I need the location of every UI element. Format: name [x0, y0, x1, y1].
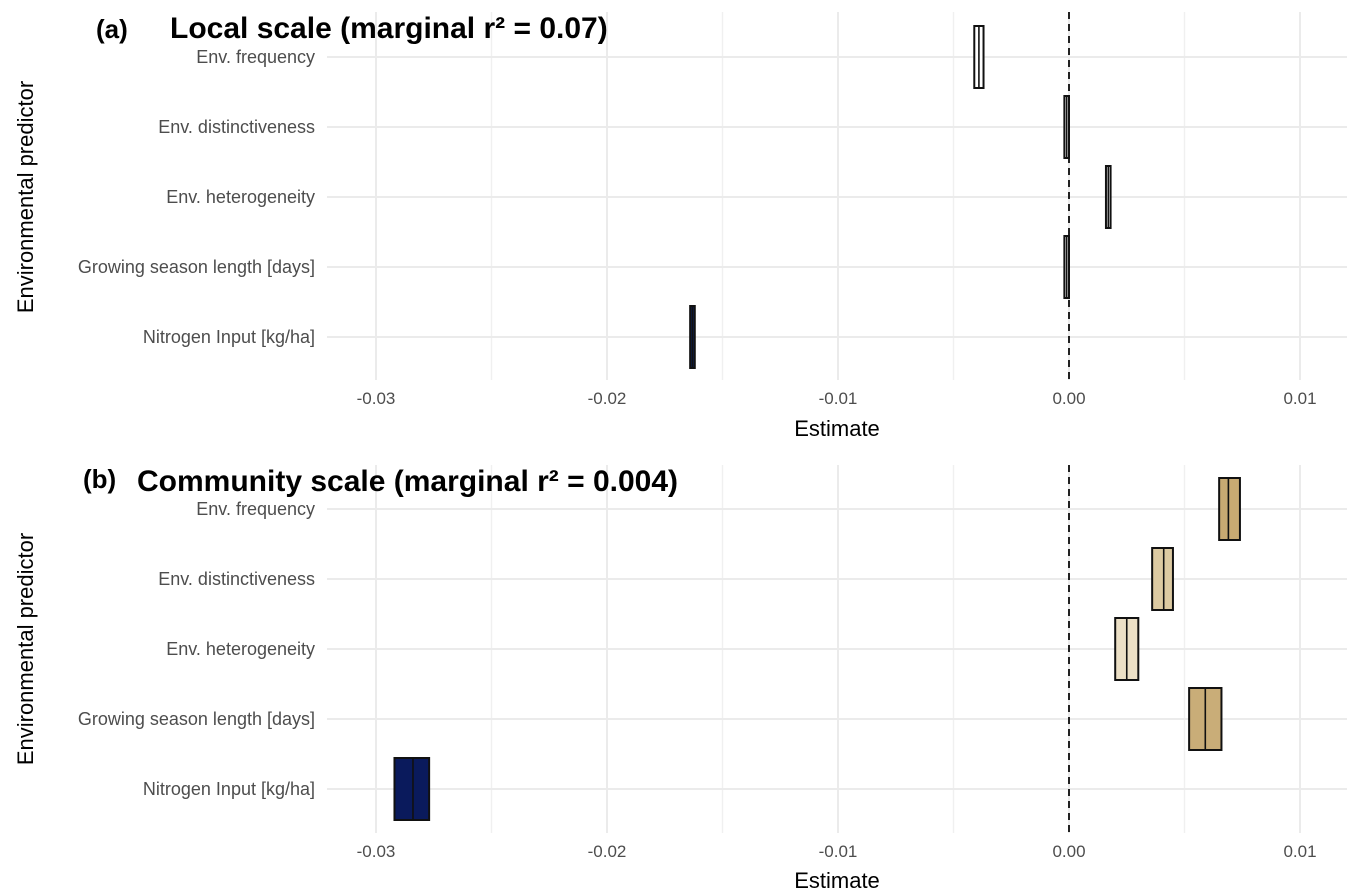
y-axis-title-1: Environmental predictor	[13, 533, 38, 765]
x-tick-label-1-3: 0.00	[1052, 842, 1085, 861]
x-tick-label-1-1: -0.02	[588, 842, 627, 861]
estimate-box-1-4	[393, 757, 431, 821]
x-tick-label-1-4: 0.01	[1283, 842, 1316, 861]
panel-title-0: Local scale (marginal r² = 0.07)	[170, 12, 608, 45]
y-axis-title-0: Environmental predictor	[13, 81, 38, 313]
category-label-0-2: Env. heterogeneity	[166, 187, 315, 207]
panel-tag-0: (a)	[96, 14, 128, 44]
panel-tag-1: (b)	[83, 464, 116, 494]
x-tick-label-0-2: -0.01	[819, 389, 858, 408]
x-axis-title-0: Estimate	[794, 416, 880, 441]
category-label-0-0: Env. frequency	[196, 47, 315, 67]
category-label-1-1: Env. distinctiveness	[158, 569, 315, 589]
x-tick-label-0-3: 0.00	[1052, 389, 1085, 408]
category-label-1-2: Env. heterogeneity	[166, 639, 315, 659]
category-label-0-3: Growing season length [days]	[78, 257, 315, 277]
estimate-box-1-1	[1151, 547, 1174, 611]
category-label-0-4: Nitrogen Input [kg/ha]	[143, 327, 315, 347]
estimate-box-1-0	[1218, 477, 1241, 541]
category-label-0-1: Env. distinctiveness	[158, 117, 315, 137]
x-tick-label-0-0: -0.03	[357, 389, 396, 408]
category-label-1-3: Growing season length [days]	[78, 709, 315, 729]
x-tick-label-1-0: -0.03	[357, 842, 396, 861]
x-tick-label-1-2: -0.01	[819, 842, 858, 861]
x-axis-title-1: Estimate	[794, 868, 880, 892]
x-tick-label-0-1: -0.02	[588, 389, 627, 408]
x-tick-label-0-4: 0.01	[1283, 389, 1316, 408]
panel-title-1: Community scale (marginal r² = 0.004)	[137, 465, 678, 498]
category-label-1-4: Nitrogen Input [kg/ha]	[143, 779, 315, 799]
category-label-1-0: Env. frequency	[196, 499, 315, 519]
